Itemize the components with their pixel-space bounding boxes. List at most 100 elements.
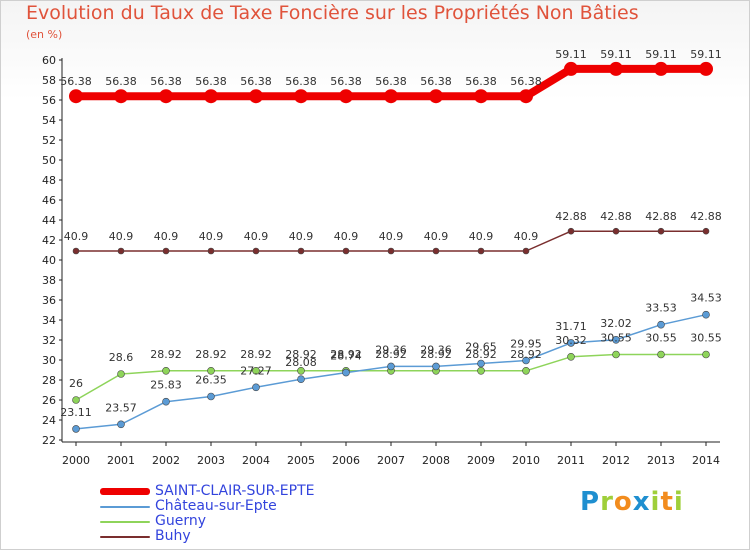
data-point xyxy=(612,335,620,344)
legend-label: Guerny xyxy=(155,513,207,529)
x-tick-label: 2010 xyxy=(512,454,540,467)
data-label: 56.38 xyxy=(105,75,137,88)
data-point xyxy=(612,350,620,359)
data-label: 29.95 xyxy=(510,338,542,351)
legend-swatch xyxy=(100,536,150,538)
data-label: 40.9 xyxy=(64,230,89,243)
data-label: 40.9 xyxy=(379,230,404,243)
data-label: 29.36 xyxy=(375,343,407,356)
legend-label: SAINT-CLAIR-SUR-EPTE xyxy=(155,483,315,499)
legend-label: Château-sur-Epte xyxy=(155,498,277,514)
data-point xyxy=(522,356,530,365)
data-label: 23.11 xyxy=(60,406,92,419)
logo-letter: t xyxy=(660,487,674,517)
data-label: 28.92 xyxy=(195,348,227,361)
data-label: 28.92 xyxy=(375,348,407,361)
data-label: 30.55 xyxy=(600,332,632,345)
data-label: 56.38 xyxy=(60,75,92,88)
data-label: 42.88 xyxy=(690,210,722,223)
y-tick-label: 46 xyxy=(42,194,56,207)
data-label: 40.9 xyxy=(514,230,539,243)
data-point xyxy=(654,61,668,76)
x-tick-label: 2002 xyxy=(152,454,180,467)
y-tick-label: 48 xyxy=(42,174,56,187)
logo-letter: i xyxy=(673,487,684,517)
data-label: 40.9 xyxy=(109,230,134,243)
data-point xyxy=(657,320,665,329)
y-tick-label: 34 xyxy=(42,314,56,327)
data-point xyxy=(297,247,305,255)
data-point xyxy=(162,397,170,406)
data-point xyxy=(72,425,80,433)
legend-label: Buhy xyxy=(155,528,191,544)
data-label: 25.83 xyxy=(150,379,182,392)
data-point xyxy=(117,370,125,378)
data-point xyxy=(567,352,575,361)
data-point xyxy=(207,247,215,255)
proxiti-logo: Proxiti xyxy=(580,487,684,517)
legend-swatch xyxy=(100,506,150,508)
data-label: 40.9 xyxy=(244,230,269,243)
data-label: 59.11 xyxy=(645,48,677,61)
data-point xyxy=(72,247,80,255)
y-tick-label: 56 xyxy=(42,94,56,107)
data-point xyxy=(477,247,485,255)
data-point xyxy=(519,89,533,104)
data-point xyxy=(162,366,170,375)
data-point xyxy=(252,366,260,375)
data-point xyxy=(564,61,578,76)
logo-letter: r xyxy=(600,487,614,517)
y-tick-label: 50 xyxy=(42,154,56,167)
data-label: 30.55 xyxy=(690,332,722,345)
chart-title: Evolution du Taux de Taxe Foncière sur l… xyxy=(26,2,639,24)
data-label: 40.9 xyxy=(334,230,359,243)
data-label: 31.71 xyxy=(555,320,587,333)
y-tick-label: 26 xyxy=(42,394,56,407)
data-point xyxy=(609,61,623,76)
data-label: 59.11 xyxy=(555,48,587,61)
data-label: 56.38 xyxy=(510,75,542,88)
data-point xyxy=(297,366,305,375)
data-label: 59.11 xyxy=(600,48,632,61)
data-point xyxy=(612,227,620,235)
data-point xyxy=(117,247,125,255)
data-label: 34.53 xyxy=(690,292,722,305)
y-tick-label: 42 xyxy=(42,234,56,247)
data-point xyxy=(342,368,350,377)
data-label: 40.9 xyxy=(289,230,314,243)
data-label: 40.9 xyxy=(424,230,449,243)
y-tick-label: 54 xyxy=(42,114,56,127)
data-label: 28.92 xyxy=(285,348,317,361)
y-tick-label: 44 xyxy=(42,214,56,227)
data-label: 28.92 xyxy=(150,348,182,361)
data-point xyxy=(204,89,218,104)
data-point xyxy=(387,362,395,371)
logo-letter: P xyxy=(580,487,601,517)
x-tick-label: 2007 xyxy=(377,454,405,467)
data-label: 28.74 xyxy=(330,350,362,363)
data-label: 28.08 xyxy=(285,356,317,369)
data-label: 30.55 xyxy=(645,332,677,345)
data-label: 56.38 xyxy=(420,75,452,88)
data-point xyxy=(252,383,260,392)
y-tick-label: 38 xyxy=(42,274,56,287)
data-label: 28.92 xyxy=(330,348,362,361)
data-point xyxy=(114,89,128,104)
data-point xyxy=(339,89,353,104)
data-label: 27.27 xyxy=(240,364,272,377)
data-point xyxy=(342,247,350,255)
y-tick-label: 36 xyxy=(42,294,56,307)
data-label: 32.02 xyxy=(600,317,632,330)
data-label: 26 xyxy=(69,377,83,390)
data-label: 28.92 xyxy=(510,348,542,361)
x-tick-label: 2012 xyxy=(602,454,630,467)
data-point xyxy=(522,366,530,375)
unit-label: (en %) xyxy=(26,28,63,41)
logo-letter: x xyxy=(632,487,651,517)
data-point xyxy=(72,396,80,404)
data-point xyxy=(207,392,215,401)
y-tick-label: 32 xyxy=(42,334,56,347)
data-label: 30.32 xyxy=(555,334,587,347)
data-point xyxy=(477,366,485,375)
data-label: 23.57 xyxy=(105,401,137,414)
